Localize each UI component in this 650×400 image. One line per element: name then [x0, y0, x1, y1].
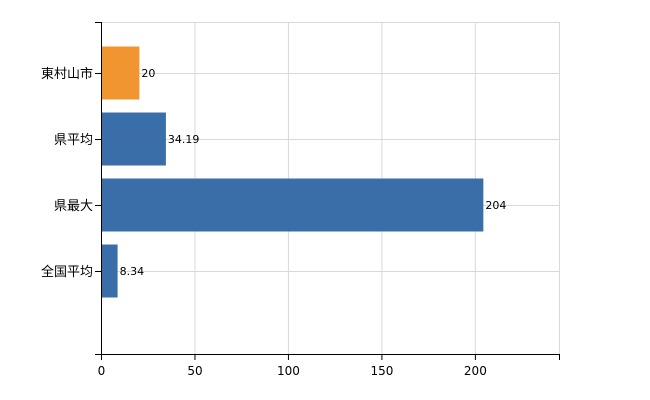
x-tick-label: 0 — [98, 364, 106, 378]
x-tick-label: 50 — [187, 364, 202, 378]
axis-layer — [95, 22, 560, 360]
data-label-2: 34.19 — [168, 133, 200, 146]
category-label-3: 県最大 — [54, 199, 93, 214]
data-label-4: 8.34 — [120, 265, 145, 278]
data-label-3: 204 — [485, 199, 506, 212]
category-label-1: 東村山市 — [41, 66, 93, 82]
bar-3 — [102, 178, 484, 232]
bar-layer — [102, 46, 484, 298]
bar-1 — [102, 46, 140, 100]
data-label-1: 20 — [141, 67, 155, 80]
bar-2 — [102, 112, 166, 166]
bar-4 — [102, 244, 118, 298]
category-label-2: 県平均 — [54, 133, 93, 148]
x-tick-label: 150 — [370, 364, 393, 378]
category-label-4: 全国平均 — [41, 264, 93, 280]
label-layer: 20 東村山市 34.19 県平均 204 県最大 8.34 全国平均 0 50 100 150 200 — [41, 66, 506, 378]
x-tick-label: 200 — [464, 364, 487, 378]
x-tick-label: 100 — [277, 364, 300, 378]
